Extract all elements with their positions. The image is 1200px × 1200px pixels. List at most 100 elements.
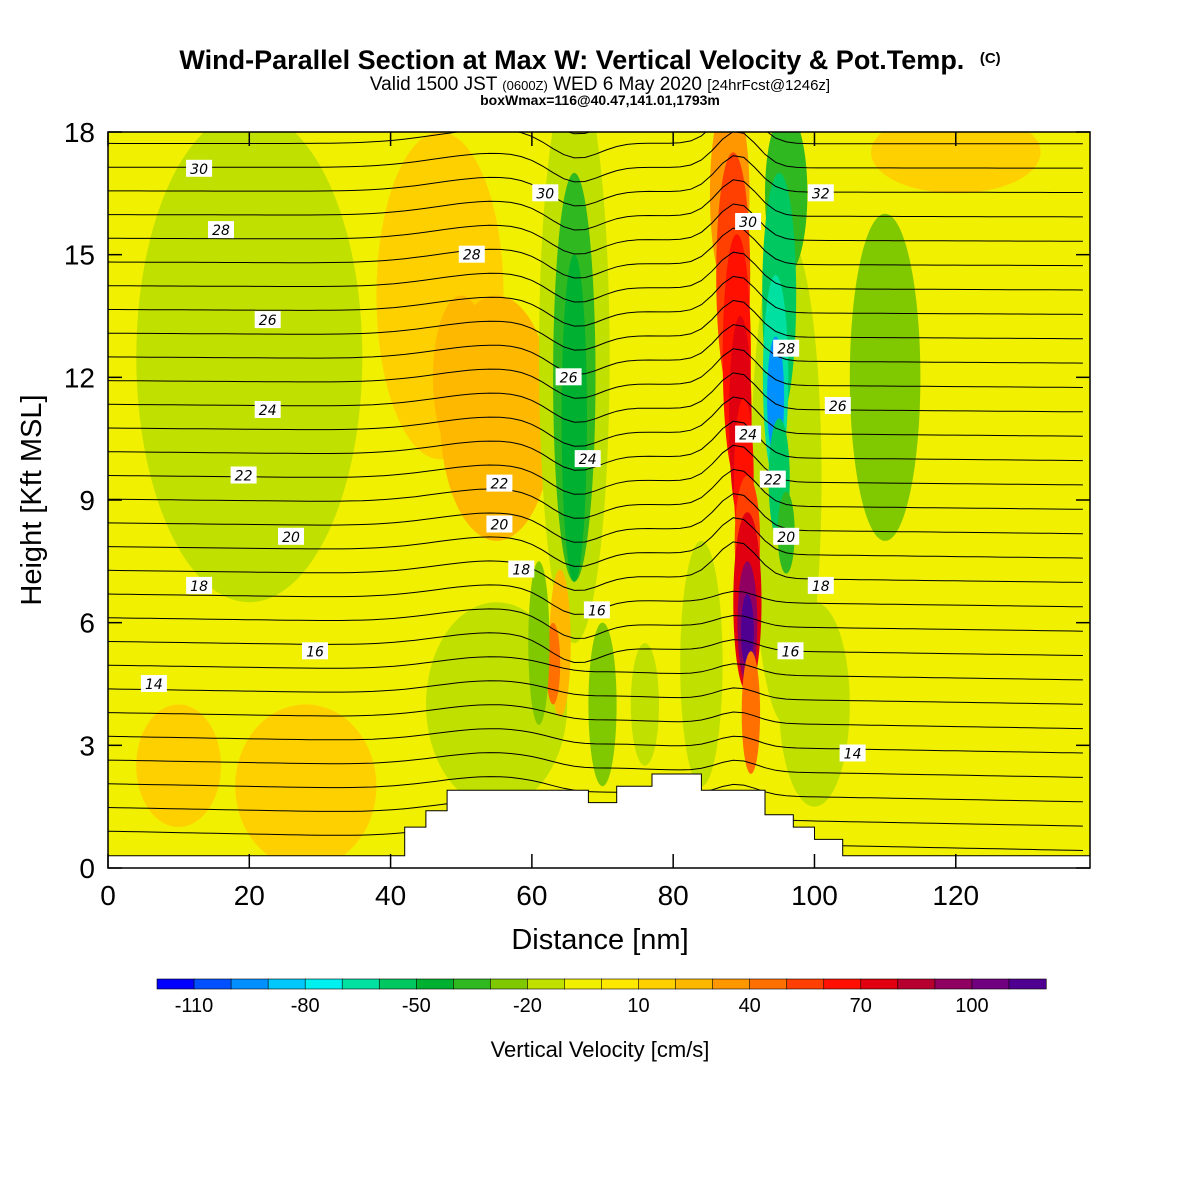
theta-label-text: 18: [812, 579, 830, 595]
colorbar: -110 -80 -50 -20 10 40 70 100: [156, 978, 1047, 1017]
chart-title: Wind-Parallel Section at Max W: Vertical…: [179, 45, 964, 75]
x-tick-label: 120: [932, 880, 979, 911]
theta-label: 22: [759, 470, 786, 489]
colorbar-swatch: [564, 978, 603, 990]
theta-label-box: [839, 744, 866, 762]
theta-label-text: 28: [463, 248, 481, 264]
velocity-region: [741, 594, 754, 668]
theta-label: 20: [486, 515, 513, 534]
theta-label-box: [186, 576, 213, 594]
svg-text:Wind-Parallel Section at Max W: Wind-Parallel Section at Max W: Vertical…: [179, 45, 1000, 75]
colorbar-swatch: [453, 978, 491, 990]
theta-label-box: [773, 339, 800, 357]
theta-label-box: [186, 159, 213, 177]
theta-label-box: [777, 642, 804, 660]
theta-label: 20: [278, 527, 304, 546]
theta-label-box: [824, 397, 851, 414]
theta-contour-line: [108, 275, 1083, 327]
theta-contour-line: [108, 203, 1083, 255]
y-tick-label: 12: [64, 362, 95, 393]
velocity-region: [235, 704, 377, 868]
y-axis-label: Height [Kft MSL]: [16, 394, 48, 605]
theta-label-text: 22: [490, 477, 508, 493]
theta-label-text: 24: [259, 403, 277, 419]
colorbar-swatch: [156, 978, 195, 990]
theta-label: 24: [574, 450, 601, 468]
colorbar-swatch: [490, 978, 529, 990]
theta-label-box: [140, 675, 167, 692]
theta-contour-line: [108, 251, 1083, 303]
svg-text:Valid 1500 JST (0600Z): Valid 1500 JST (0600Z) WED 6 May 2020 [2…: [370, 74, 830, 95]
theta-label-box: [208, 221, 234, 239]
theta-label-box: [574, 450, 601, 468]
theta-contour-labels: 30 28 26 24 22 20 18 16 14 30 28 26 24 22 20 18 16 32 30 28…: [140, 159, 866, 763]
x-tick-label: 40: [375, 880, 406, 911]
velocity-region: [136, 704, 222, 828]
theta-label-box: [555, 368, 582, 386]
theta-label-box: [759, 470, 786, 488]
colorbar-tick-label: 40: [739, 995, 761, 1017]
valid-date: WED 6 May 2020: [553, 74, 702, 95]
colorbar-swatch: [675, 978, 714, 990]
theta-contour-line: [108, 517, 1083, 567]
theta-label: 26: [824, 397, 851, 415]
colorbar-swatch: [527, 978, 566, 990]
velocity-region: [630, 643, 660, 766]
theta-label-box: [486, 474, 513, 492]
theta-contour-line: [108, 132, 1083, 159]
x-tick-label: 0: [100, 880, 116, 911]
theta-label-text: 26: [829, 399, 847, 415]
colorbar-swatch: [934, 978, 973, 990]
theta-contour-line: [108, 728, 1083, 754]
theta-label: 22: [230, 466, 257, 485]
axis-ticks: 0 20 40 60 80 100 120 0 3 6 9 12 15 18: [64, 117, 1090, 911]
velocity-region: [561, 254, 587, 582]
theta-contour-line: [108, 541, 1083, 591]
theta-contour-line: [108, 179, 1083, 231]
velocity-region: [680, 540, 723, 787]
theta-label-box: [807, 184, 834, 202]
y-tick-label: 9: [79, 485, 95, 516]
terrain: [108, 773, 1090, 868]
velocity-region: [528, 561, 550, 725]
theta-label: 32: [807, 184, 834, 202]
theta-label-text: 16: [782, 644, 800, 660]
theta-label: 18: [186, 576, 213, 595]
theta-label: 14: [839, 744, 866, 763]
theta-label: 14: [140, 675, 167, 693]
theta-contour-line: [108, 348, 1083, 399]
theta-label-text: 14: [145, 677, 163, 693]
theta-label-text: 18: [512, 563, 530, 579]
colorbar-tick-label: -110: [175, 995, 214, 1017]
theta-label-box: [508, 560, 535, 578]
colorbar-swatch: [193, 978, 232, 990]
theta-label-text: 30: [190, 162, 208, 178]
theta-label-text: 22: [235, 469, 253, 485]
theta-label-box: [230, 466, 257, 484]
theta-label: 28: [208, 221, 234, 239]
colorbar-swatch: [415, 978, 454, 990]
x-tick-label: 100: [791, 880, 838, 911]
theta-label: 18: [508, 560, 535, 579]
colorbar-tick-label: -20: [513, 995, 542, 1017]
theta-contour-line: [108, 493, 1083, 543]
theta-label-box: [254, 401, 281, 418]
theta-contour-line: [108, 155, 1083, 207]
theta-label-text: 26: [560, 370, 578, 386]
x-tick-label: 80: [658, 880, 689, 911]
velocity-region: [136, 132, 363, 603]
y-tick-label: 15: [64, 240, 95, 271]
theta-label-text: 14: [844, 747, 862, 763]
velocity-region: [546, 622, 561, 705]
velocity-region: [588, 622, 617, 787]
theta-label-text: 28: [212, 223, 230, 239]
colorbar-swatch: [341, 978, 380, 990]
theta-label-text: 20: [490, 518, 508, 534]
theta-label-box: [532, 184, 559, 202]
theta-label-box: [486, 515, 513, 533]
theta-label-text: 30: [739, 215, 757, 231]
theta-label: 18: [807, 576, 834, 595]
theta-label-text: 30: [536, 186, 554, 202]
theta-label: 26: [254, 311, 281, 329]
